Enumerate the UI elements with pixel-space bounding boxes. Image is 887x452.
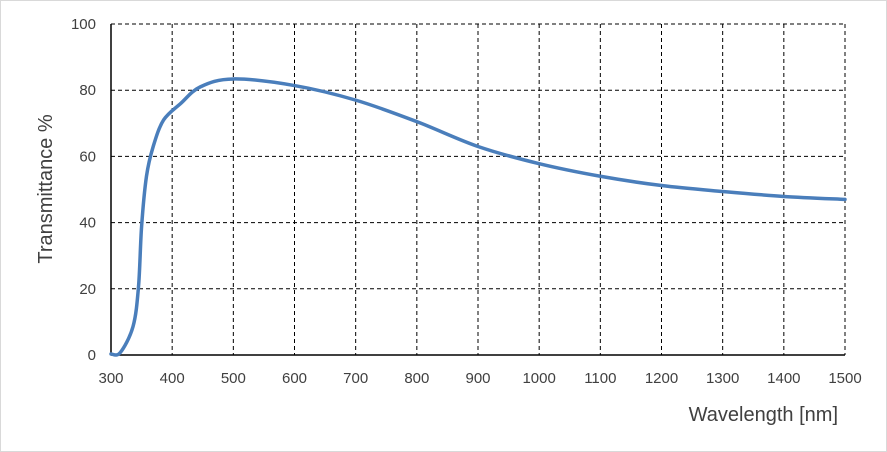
x-tick-label: 1500 <box>828 370 861 387</box>
y-tick-label: 60 <box>79 148 96 165</box>
x-tick-label: 400 <box>160 370 185 387</box>
y-tick-label: 80 <box>79 82 96 99</box>
x-tick-label: 1000 <box>522 370 555 387</box>
x-tick-label: 900 <box>465 370 490 387</box>
series <box>109 77 847 357</box>
y-tick-label: 40 <box>79 215 96 232</box>
x-tick-label: 500 <box>221 370 246 387</box>
x-tick-label: 700 <box>343 370 368 387</box>
x-tick-label: 800 <box>404 370 429 387</box>
tick-labels: 300 400 500 600 700 800 900 1000 1100 1200 1300 140… <box>71 16 862 387</box>
x-tick-label: 300 <box>98 370 123 387</box>
x-axis-label: Wavelength [nm] <box>689 404 838 426</box>
x-tick-label: 1300 <box>706 370 739 387</box>
y-axis-label: Transmittance % <box>35 114 57 264</box>
y-tick-label: 100 <box>71 16 96 33</box>
y-tick-label: 20 <box>79 281 96 298</box>
grid <box>110 23 846 356</box>
transmittance-line <box>109 77 847 357</box>
x-tick-label: 1100 <box>584 370 616 387</box>
x-tick-label: 600 <box>282 370 307 387</box>
x-tick-label: 1200 <box>645 370 678 387</box>
x-tick-label: 1400 <box>767 370 800 387</box>
y-tick-label: 0 <box>88 347 96 364</box>
